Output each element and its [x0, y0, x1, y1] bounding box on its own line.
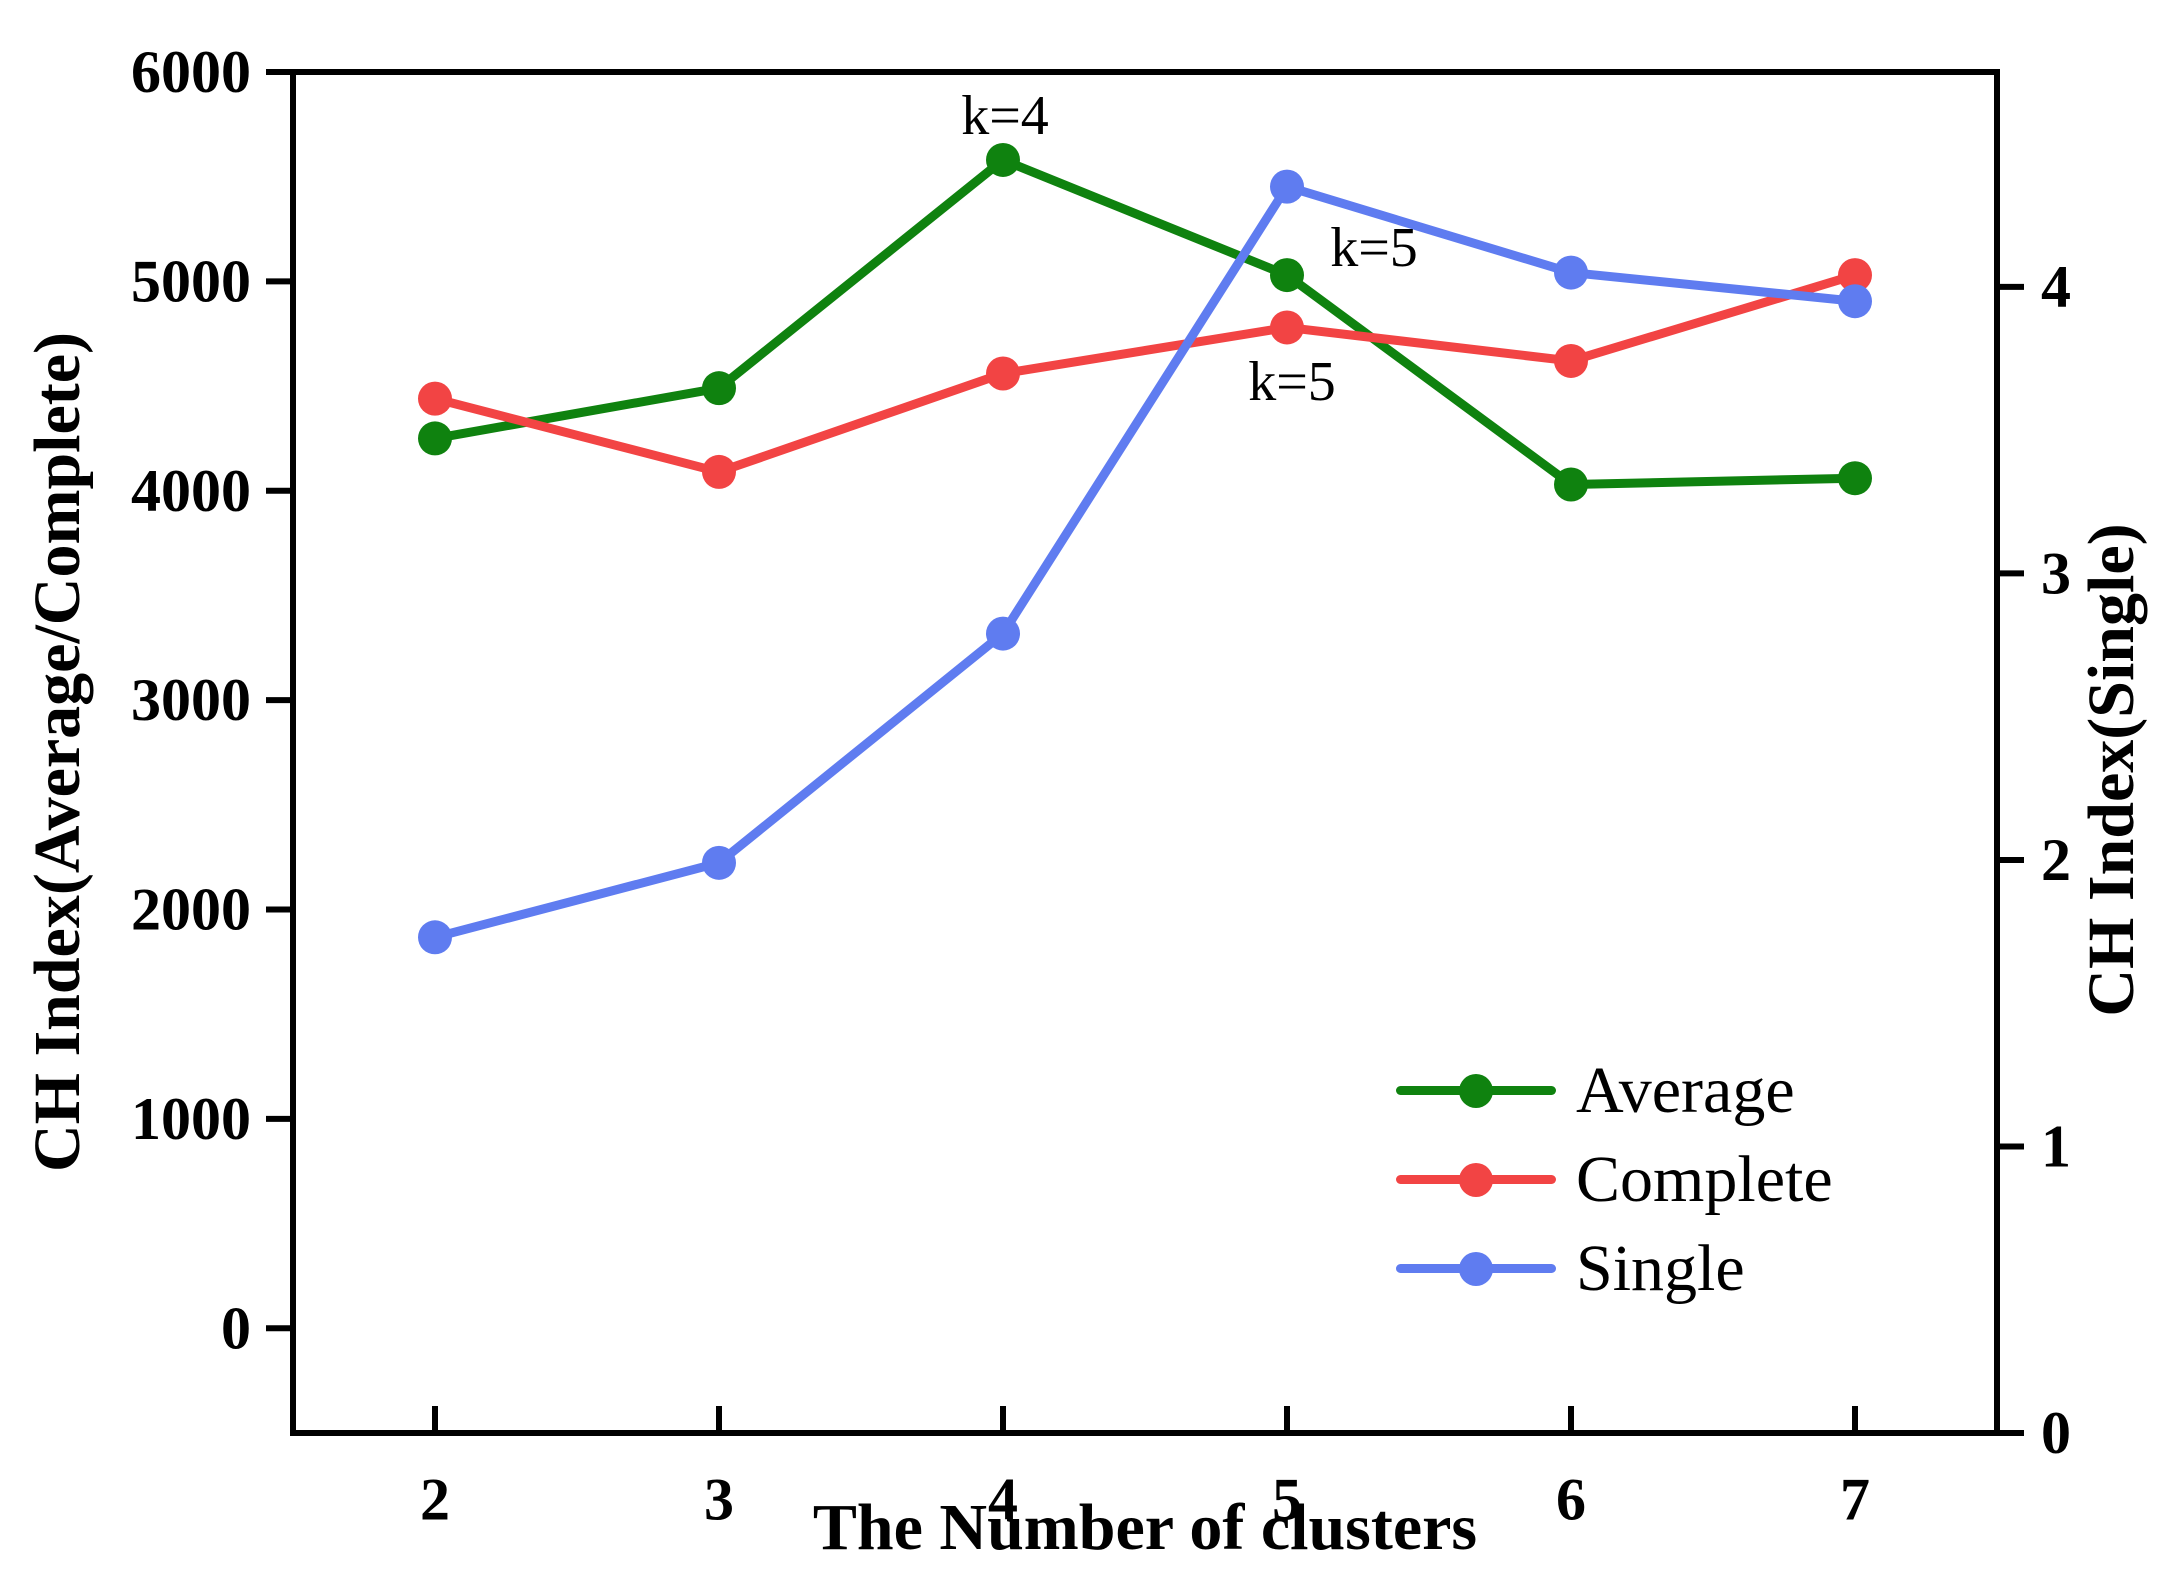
y-right-tick-label: 0	[2041, 1400, 2071, 1466]
annotation-k4-average: k=4	[961, 85, 1049, 147]
y-left-tick-label: 5000	[131, 248, 251, 314]
data-point-complete	[986, 356, 1020, 391]
data-point-complete	[702, 454, 736, 489]
y-left-tick-label: 2000	[131, 877, 251, 943]
series-line-complete	[430, 270, 1860, 477]
y-right-tick-label: 1	[2041, 1113, 2071, 1179]
legend-marker-average	[1396, 1073, 1556, 1108]
y-right-tick-label: 4	[2041, 254, 2071, 320]
legend-marker-complete	[1396, 1162, 1556, 1197]
data-point-complete	[1838, 258, 1872, 293]
legend-item-complete: Complete	[1396, 1135, 1833, 1224]
legend-label-average: Average	[1576, 1053, 1795, 1127]
series-line-single	[430, 182, 1860, 942]
data-point-single	[702, 845, 736, 880]
y-right-tick-label: 3	[2041, 540, 2071, 606]
annotation-k5-complete: k=5	[1248, 351, 1336, 413]
legend-dot-icon	[1459, 1251, 1493, 1286]
data-point-single	[1838, 284, 1872, 319]
data-point-average	[418, 421, 452, 456]
legend: Average Complete Single	[1396, 1046, 1833, 1313]
x-axis-label: The Number of clusters	[812, 1491, 1478, 1564]
annotation-k5-average: k=5	[1330, 217, 1418, 279]
x-tick-label: 5	[1272, 1466, 1302, 1532]
data-point-average	[1270, 258, 1304, 293]
x-tick-label: 6	[1556, 1466, 1586, 1532]
data-point-single	[986, 616, 1020, 651]
legend-item-average: Average	[1396, 1046, 1833, 1135]
data-point-complete	[1270, 310, 1304, 345]
data-point-single	[1270, 169, 1304, 204]
data-point-single	[1554, 255, 1588, 290]
legend-label-single: Single	[1576, 1231, 1745, 1305]
y-left-tick-label: 0	[221, 1295, 251, 1361]
data-point-average	[1838, 461, 1872, 496]
y-left-tick-label: 4000	[131, 458, 251, 524]
data-point-single	[418, 920, 452, 955]
y-left-tick-label: 3000	[131, 667, 251, 733]
data-point-complete	[418, 381, 452, 416]
y-left-tick-label: 6000	[131, 39, 251, 105]
legend-dot-icon	[1459, 1162, 1493, 1197]
legend-marker-single	[1396, 1251, 1556, 1286]
x-tick-label: 3	[704, 1466, 734, 1532]
data-point-complete	[1554, 343, 1588, 378]
plot-frame	[290, 69, 2000, 1436]
legend-item-single: Single	[1396, 1224, 1833, 1313]
data-point-average	[702, 371, 736, 406]
y-axis-label-left: CH Index(Average/Complete)	[21, 331, 94, 1173]
data-point-average	[1554, 467, 1588, 502]
legend-dot-icon	[1459, 1073, 1493, 1108]
y-axis-label-right: CH Index(Single)	[2075, 523, 2148, 1017]
legend-label-complete: Complete	[1576, 1142, 1833, 1216]
data-point-average	[986, 142, 1020, 177]
x-tick-label: 4	[988, 1466, 1018, 1532]
y-left-tick-label: 1000	[131, 1086, 251, 1152]
x-tick-label: 2	[420, 1466, 450, 1532]
series-line-average	[430, 155, 1860, 489]
x-tick-label: 7	[1840, 1466, 1870, 1532]
y-right-tick-label: 2	[2041, 827, 2071, 893]
